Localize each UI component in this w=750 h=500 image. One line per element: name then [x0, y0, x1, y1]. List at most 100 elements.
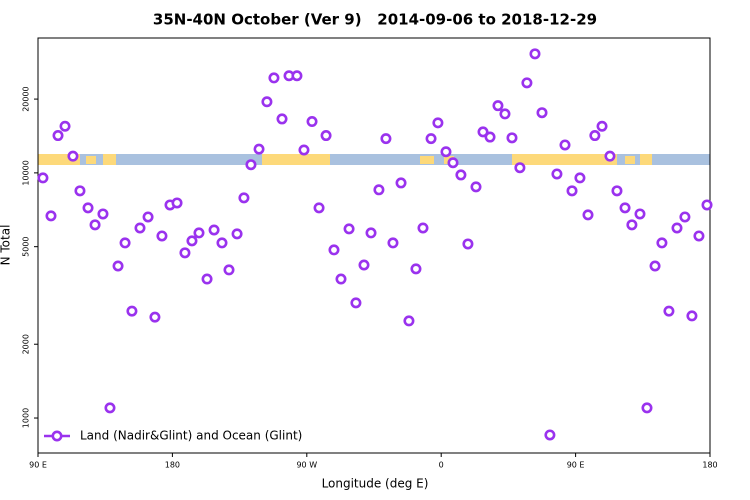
- point: [358, 259, 370, 271]
- point: [663, 305, 675, 317]
- point: [67, 150, 79, 162]
- point: [306, 116, 318, 128]
- point: [559, 139, 571, 151]
- point: [59, 120, 71, 132]
- point: [649, 260, 661, 272]
- point: [440, 146, 452, 158]
- point: [506, 132, 518, 144]
- point: [701, 199, 713, 211]
- point: [671, 222, 683, 234]
- point: [514, 162, 526, 174]
- point: [328, 244, 340, 256]
- point: [686, 310, 698, 322]
- point: [119, 237, 131, 249]
- point: [335, 273, 347, 285]
- point: [462, 238, 474, 250]
- point: [395, 177, 407, 189]
- point: [611, 185, 623, 197]
- point: [529, 48, 541, 60]
- point: [149, 311, 161, 323]
- point: [455, 169, 467, 181]
- point: [179, 247, 191, 259]
- point: [417, 222, 429, 234]
- point: [365, 227, 377, 239]
- point: [208, 224, 220, 236]
- point: [679, 211, 691, 223]
- x-axis-label: Longitude (deg E): [322, 477, 429, 491]
- legend-label: Land (Nadir&Glint) and Ocean (Glint): [80, 429, 302, 443]
- x-tick-label: 180: [165, 461, 180, 470]
- point: [403, 315, 415, 327]
- point: [320, 130, 332, 142]
- x-tick-label: 90 E: [29, 461, 47, 470]
- point: [425, 133, 437, 145]
- point: [634, 208, 646, 220]
- point: [126, 305, 138, 317]
- point: [343, 223, 355, 235]
- land-segment: [640, 154, 652, 165]
- point: [253, 143, 265, 155]
- plot-frame: [37, 37, 711, 454]
- land-segment: [262, 154, 330, 165]
- y-tick-label: 20000: [22, 86, 31, 111]
- point: [216, 237, 228, 249]
- point: [373, 184, 385, 196]
- point: [596, 120, 608, 132]
- point: [313, 202, 325, 214]
- point: [261, 96, 273, 108]
- land-segment: [86, 156, 96, 164]
- point: [82, 202, 94, 214]
- point: [641, 402, 653, 414]
- point: [566, 185, 578, 197]
- point: [298, 144, 310, 156]
- legend-marker: [51, 430, 63, 442]
- point: [499, 108, 511, 120]
- y-axis-label: N Total: [0, 225, 13, 266]
- y-tick-label: 10000: [22, 160, 31, 185]
- point: [193, 227, 205, 239]
- point: [276, 113, 288, 125]
- y-tick-label: 2000: [22, 334, 31, 354]
- point: [186, 235, 198, 247]
- y-tick-label: 1000: [22, 408, 31, 428]
- point: [387, 237, 399, 249]
- point: [45, 210, 57, 222]
- point: [134, 222, 146, 234]
- point: [350, 297, 362, 309]
- point: [231, 228, 243, 240]
- x-tick-label: 180: [702, 461, 717, 470]
- point: [619, 202, 631, 214]
- point: [238, 192, 250, 204]
- point: [432, 117, 444, 129]
- point: [582, 209, 594, 221]
- point: [551, 168, 563, 180]
- x-tick-label: 90 W: [296, 461, 317, 470]
- y-tick-label: 5000: [22, 236, 31, 256]
- point: [97, 208, 109, 220]
- point: [536, 107, 548, 119]
- point: [74, 185, 86, 197]
- x-tick-label: 0: [439, 461, 444, 470]
- land-segment: [625, 156, 635, 164]
- point: [142, 211, 154, 223]
- point: [291, 70, 303, 82]
- point: [574, 172, 586, 184]
- point: [37, 172, 49, 184]
- point: [477, 126, 489, 138]
- point: [245, 159, 257, 171]
- point: [223, 264, 235, 276]
- point: [156, 230, 168, 242]
- point: [380, 133, 392, 145]
- series: [37, 48, 713, 441]
- land-segment: [38, 154, 80, 165]
- point: [52, 130, 64, 142]
- point: [484, 131, 496, 143]
- point: [89, 219, 101, 231]
- point: [626, 219, 638, 231]
- point: [544, 429, 556, 441]
- point: [171, 197, 183, 209]
- chart-title: 35N-40N October (Ver 9) 2014-09-06 to 20…: [153, 11, 597, 29]
- ocean-band: [38, 154, 710, 165]
- point: [447, 157, 459, 169]
